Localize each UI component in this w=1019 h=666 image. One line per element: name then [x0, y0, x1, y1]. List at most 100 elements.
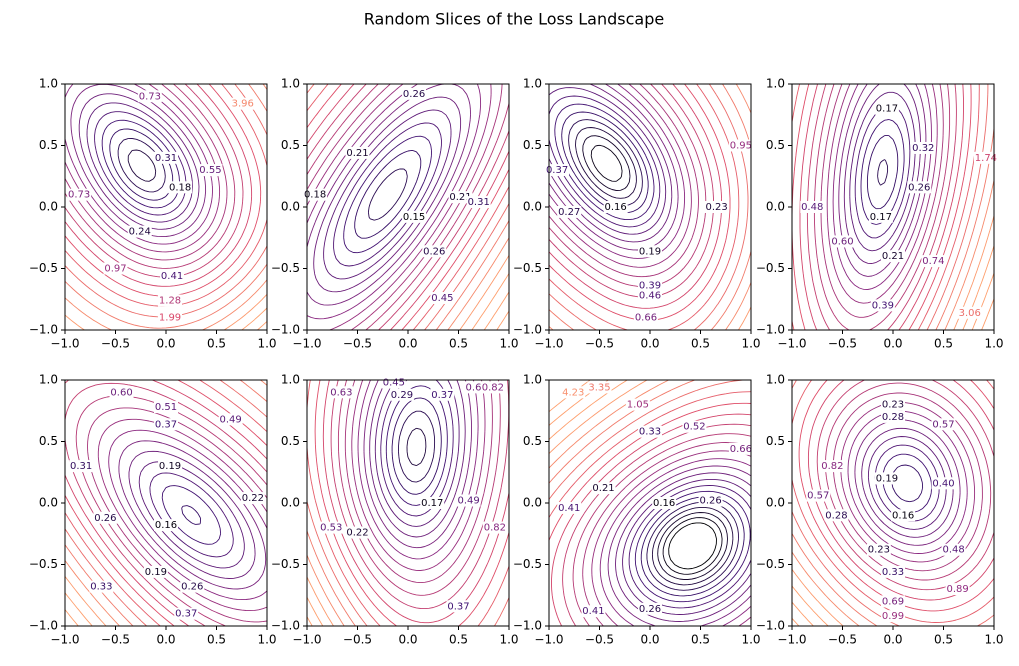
contour-label-bg	[728, 139, 753, 152]
contour-label-bg	[174, 607, 199, 620]
contour-label-bg	[303, 188, 328, 201]
y-tick-label: −1.0	[29, 323, 58, 337]
contour-label: 0.21	[346, 148, 368, 159]
contour-label: 0.26	[403, 89, 425, 100]
contour-label-bg	[422, 245, 447, 258]
contour-label-bg	[931, 418, 956, 431]
contour-label-bg	[874, 472, 899, 485]
contour-label-bg	[180, 580, 205, 593]
x-tick-label: 0.5	[449, 633, 468, 647]
contour-label: 0.46	[639, 291, 661, 302]
contour-line	[549, 380, 743, 500]
contour-label-bg	[240, 492, 265, 505]
contour-line	[554, 103, 655, 221]
x-tick-label: 0.5	[691, 633, 710, 647]
contour-line	[128, 450, 256, 579]
contour-label-bg	[230, 97, 255, 110]
contour-label: 0.41	[582, 606, 604, 617]
contour-label-bg	[866, 543, 891, 556]
contour-label: 0.16	[155, 520, 177, 531]
contour-label: 0.48	[801, 202, 823, 213]
contour-line	[657, 512, 728, 580]
contour-label-bg	[870, 299, 895, 312]
contour-line	[94, 111, 187, 216]
contour-lines	[307, 380, 509, 626]
contour-line	[861, 427, 954, 538]
contour-line	[549, 380, 648, 454]
contour-label: 0.49	[457, 496, 479, 507]
contour-label: 0.82	[484, 523, 506, 534]
contour-line	[662, 517, 723, 575]
contour-line	[582, 135, 631, 191]
contour-label-bg	[591, 482, 616, 495]
contour-line	[435, 220, 509, 330]
contour-line	[549, 95, 661, 228]
x-tick-label: 0.5	[934, 633, 953, 647]
contour-label: 0.28	[882, 412, 904, 423]
contour-line	[65, 380, 267, 626]
y-tick-label: 0.5	[766, 138, 785, 152]
contour-line	[307, 596, 324, 626]
contour-label-bg	[482, 521, 507, 534]
contour-label-bg	[402, 210, 427, 223]
contour-label-bg	[907, 181, 932, 194]
contour-line	[307, 84, 482, 320]
contour-line	[792, 84, 972, 330]
contour-label-bg	[557, 205, 582, 218]
y-tick-label: 1.0	[523, 77, 542, 91]
contour-label: 0.55	[199, 165, 221, 176]
subplot: 0.16 0.19 0.23 0.27 0.37 0.390.46 0.66 0.95 −1.0…	[513, 77, 761, 351]
contour-label-bg	[891, 509, 916, 522]
contour-label: 0.63	[330, 387, 352, 398]
contour-label: 0.21	[449, 192, 471, 203]
x-tick-label: 1.0	[257, 337, 276, 351]
y-tick-label: 1.0	[766, 373, 785, 387]
contour-label-bg	[973, 151, 998, 164]
contour-line	[447, 237, 509, 330]
contour-line	[549, 84, 751, 330]
contour-label: 0.26	[908, 182, 930, 193]
x-tick-label: 0.0	[883, 633, 902, 647]
x-tick-label: −1.0	[292, 337, 321, 351]
x-tick-label: −0.5	[343, 337, 372, 351]
x-tick-label: 0.5	[934, 337, 953, 351]
contour-label: 0.40	[932, 478, 954, 489]
x-tick-label: 0.5	[691, 337, 710, 351]
contour-line	[65, 84, 228, 261]
contour-label: 0.31	[70, 461, 92, 472]
y-tick-label: 1.0	[281, 77, 300, 91]
contour-label: 0.33	[90, 582, 112, 593]
contour-label: 0.48	[942, 545, 964, 556]
contour-line	[792, 551, 860, 626]
contour-line	[369, 380, 466, 538]
x-tick-label: −0.5	[828, 337, 857, 351]
contour-label: 0.17	[421, 498, 443, 509]
contour-label-bg	[941, 543, 966, 556]
contour-line	[622, 478, 751, 615]
contour-line	[65, 380, 267, 626]
x-tick-label: 1.0	[499, 633, 518, 647]
contour-label: 0.60	[110, 387, 132, 398]
contour-label: 0.49	[220, 414, 242, 425]
contour-label: 0.32	[912, 143, 934, 154]
contour-label: 1.28	[159, 295, 181, 306]
contour-label: 0.21	[882, 251, 904, 262]
y-tick-label: −0.5	[29, 261, 58, 275]
contour-label: 0.39	[639, 281, 661, 292]
contour-line	[798, 380, 994, 612]
contour-label-bg	[957, 306, 982, 319]
contour-line	[307, 554, 345, 626]
y-tick-label: −1.0	[271, 619, 300, 633]
contour-label: 0.17	[870, 212, 892, 223]
contour-label: 0.31	[468, 197, 490, 208]
contour-label: 0.27	[558, 207, 580, 218]
y-tick-label: 0.0	[766, 496, 785, 510]
contour-label-bg	[931, 477, 956, 490]
contour-line	[398, 410, 436, 483]
contour-label: 0.26	[94, 513, 116, 524]
contour-label: 0.24	[129, 227, 151, 238]
y-tick-label: 0.0	[281, 200, 300, 214]
contour-label: 0.21	[592, 483, 614, 494]
y-tick-label: 0.0	[766, 200, 785, 214]
